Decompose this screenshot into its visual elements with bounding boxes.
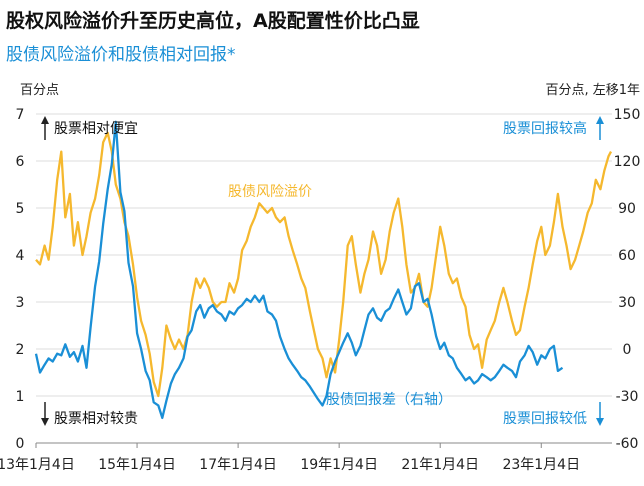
arrow-head	[596, 116, 604, 124]
left-tick-label: 0	[16, 436, 25, 452]
x-tick-label: 15年1月4日	[98, 457, 176, 473]
axes: 0 1 2 3 4 5 6 7 -60 -30 0 30 60 90 120 150 13年1月4日 15年1月4…	[0, 107, 640, 473]
return-spread-line	[34, 120, 564, 420]
x-tick-label: 13年1月4日	[0, 457, 75, 473]
left-tick-label: 1	[16, 389, 25, 405]
left-tick-label: 6	[16, 154, 25, 170]
left-tick-label: 2	[16, 342, 25, 358]
x-tick-label: 17年1月4日	[199, 457, 277, 473]
arrow-head	[41, 418, 49, 426]
x-tick-label: 19年1月4日	[300, 457, 378, 473]
page-title: 股权风险溢价升至历史高位，A股配置性价比凸显	[6, 10, 420, 32]
left-axis-unit: 百分点	[20, 83, 60, 98]
x-tick-label: 21年1月4日	[401, 457, 479, 473]
chart-subtitle: 股债风险溢价和股债相对回报*	[6, 45, 236, 65]
right-tick-label: -60	[616, 436, 639, 452]
left-tick-label: 4	[16, 248, 25, 264]
series-lines	[34, 120, 613, 420]
left-tick-label: 3	[16, 295, 25, 311]
right-axis-unit: 百分点, 左移1年	[545, 83, 640, 98]
right-tick-label: 60	[618, 248, 636, 264]
series-label-return-spread: 股债回报差（右轴）	[326, 392, 452, 408]
right-tick-label: -30	[616, 389, 639, 405]
annotation-stocks-expensive: 股票相对较贵	[54, 411, 138, 427]
left-tick-label: 7	[16, 107, 25, 123]
x-tick-label: 23年1月4日	[502, 457, 580, 473]
arrow-head	[41, 116, 49, 124]
right-tick-label: 30	[618, 295, 636, 311]
right-tick-label: 120	[614, 154, 641, 170]
right-tick-label: 0	[623, 342, 632, 358]
series-label-risk-premium: 股债风险溢价	[228, 184, 312, 200]
right-tick-label: 150	[614, 107, 641, 123]
annotation-returns-high: 股票回报较高	[503, 120, 587, 137]
left-tick-label: 5	[16, 201, 25, 217]
annotation-stocks-cheap: 股票相对便宜	[54, 121, 138, 137]
right-tick-label: 90	[618, 201, 636, 217]
arrow-head	[596, 418, 604, 426]
annotation-returns-low: 股票回报较低	[503, 411, 587, 427]
equity-risk-premium-line	[35, 131, 613, 398]
